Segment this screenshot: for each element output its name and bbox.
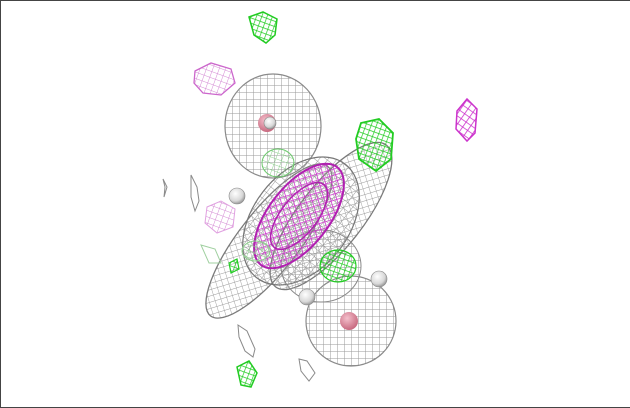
- atoms: [228, 114, 388, 330]
- negative-orbital-fragments: [228, 11, 394, 388]
- hydrogen-atom: [263, 116, 277, 130]
- negative-inner-lobes: [241, 148, 357, 283]
- hydrogen-atom: [370, 270, 388, 288]
- gray-wire-fragments: [162, 174, 316, 382]
- oxygen-atom: [340, 312, 358, 330]
- positive-orbital-fragments: [193, 62, 478, 234]
- hydrogen-atom: [298, 288, 316, 306]
- hydrogen-atom: [228, 187, 246, 205]
- positive-orbital-lobe: [253, 162, 345, 270]
